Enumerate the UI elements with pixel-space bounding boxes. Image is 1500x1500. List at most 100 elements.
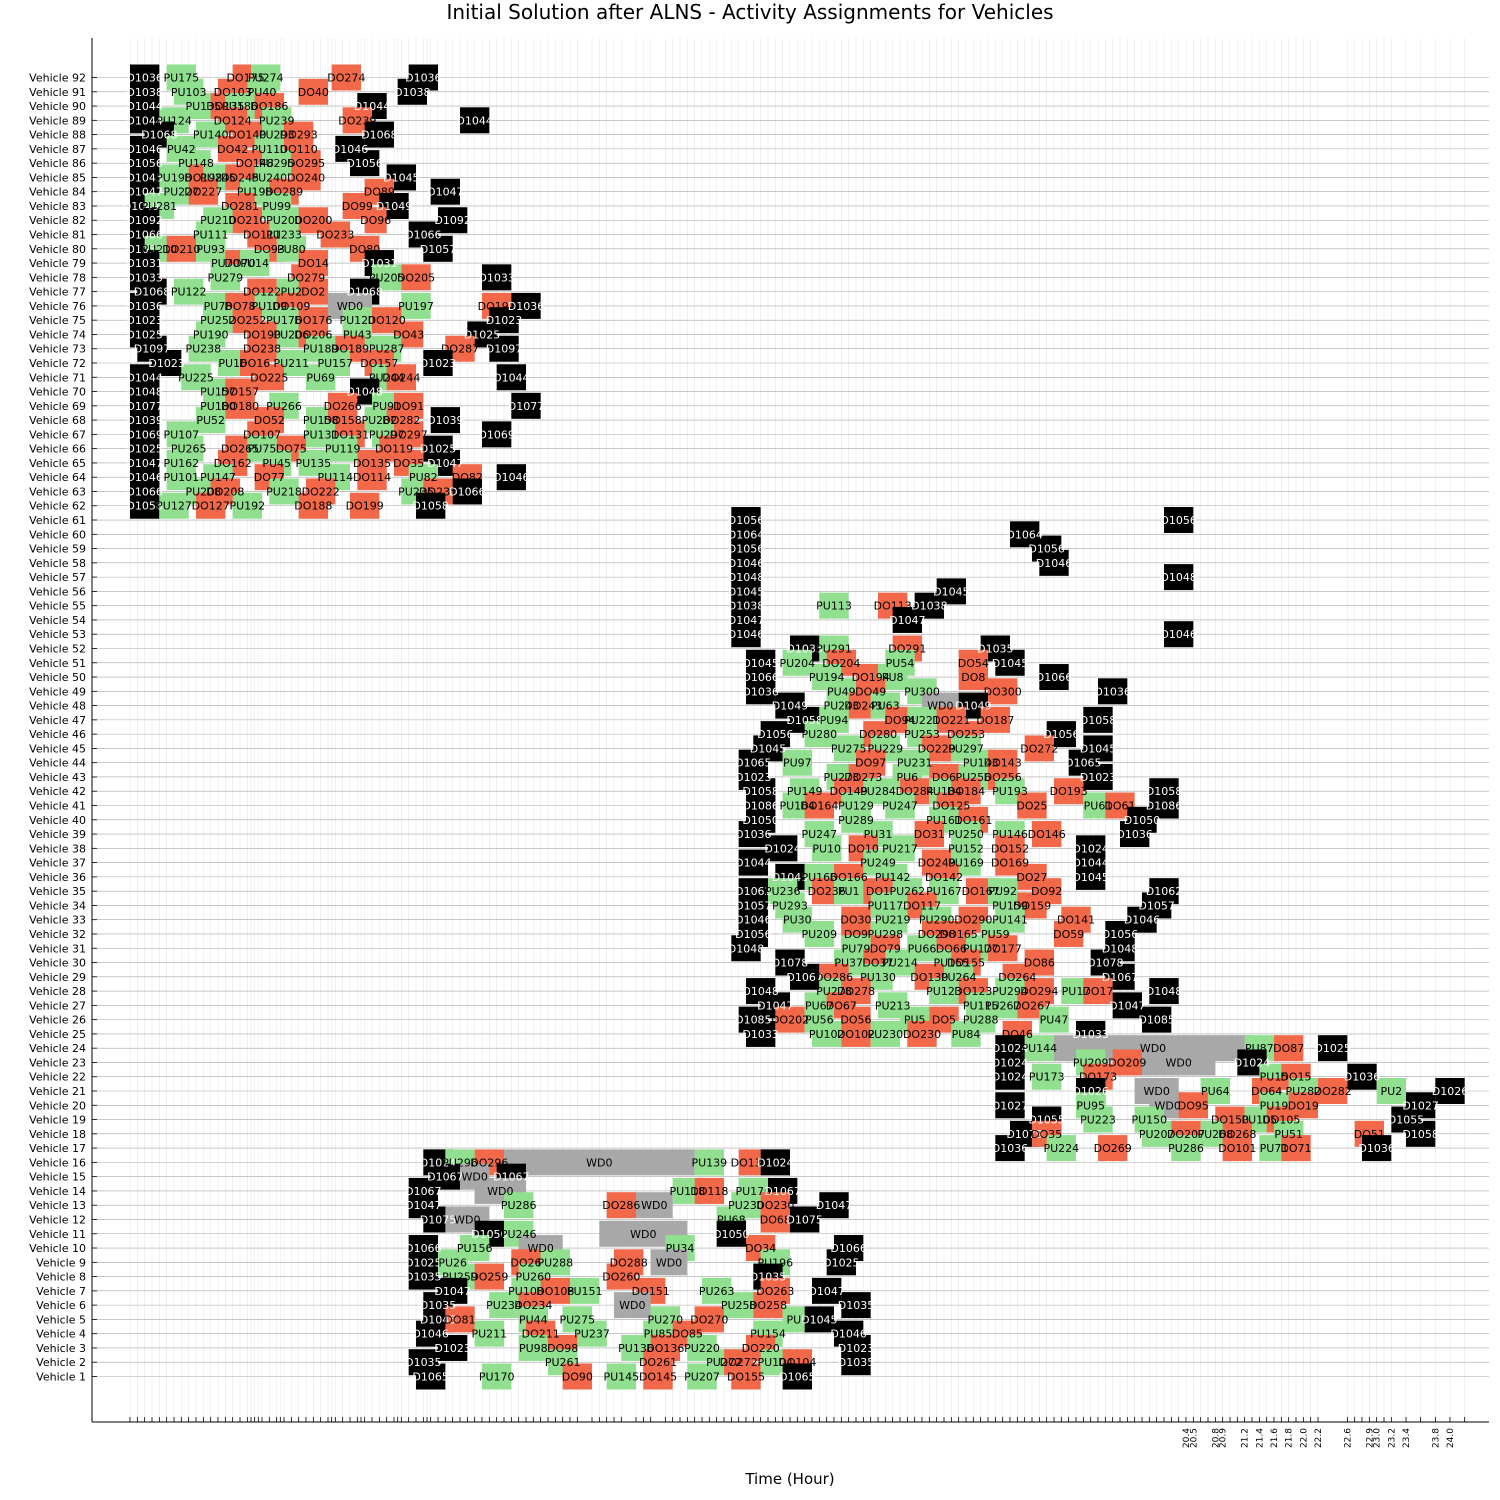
activity-label: D1058	[1080, 714, 1116, 727]
x-tick-label: 20.4	[1182, 1428, 1192, 1448]
activity-label: D1066	[405, 1242, 441, 1255]
activity-label: PU220	[684, 1342, 720, 1355]
activity-label: PU143	[963, 757, 999, 770]
activity-label: D1062	[735, 885, 771, 898]
activity-label: D1050	[1124, 814, 1160, 827]
y-tick-label: Vehicle 64	[29, 471, 86, 484]
activity-label: D1025	[126, 328, 162, 341]
activity-label: PU207	[1139, 1128, 1175, 1141]
activity-label: PU209	[801, 928, 837, 941]
y-tick-label: Vehicle 17	[29, 1142, 86, 1155]
activity-label: D1023	[148, 357, 184, 370]
activity-label: D1077	[126, 400, 162, 413]
activity-label: PU297	[369, 428, 405, 441]
activity-label: D1046	[728, 628, 764, 641]
y-tick-label: Vehicle 18	[29, 1128, 86, 1141]
activity-label: PU151	[567, 1285, 603, 1298]
activity-label: DO71	[1280, 1142, 1311, 1155]
activity-label: PU270	[647, 1313, 683, 1326]
activity-label: PU176	[266, 314, 302, 327]
activity-label: WD0	[630, 1228, 656, 1241]
activity-label: D1047	[405, 1199, 441, 1212]
activity-bar-depot	[350, 150, 380, 177]
activity-bar-depot	[760, 1149, 790, 1176]
activity-bar-dropoff	[753, 1292, 783, 1319]
y-tick-label: Vehicle 10	[29, 1242, 86, 1255]
activity-label: DO155	[947, 957, 985, 970]
activity-label: PU108	[508, 1285, 544, 1298]
activity-label: D1047	[434, 1285, 470, 1298]
activity-label: PU84	[952, 1028, 981, 1041]
x-tick-label: 24.0	[1446, 1428, 1456, 1448]
activity-label: PU186	[222, 100, 258, 113]
activity-bar-depot	[438, 207, 468, 234]
activity-label: PU107	[163, 428, 199, 441]
activity-label: WD0	[461, 1171, 487, 1184]
y-tick-label: Vehicle 28	[29, 985, 86, 998]
activity-bar-dropoff	[958, 664, 988, 691]
activity-label: DO162	[214, 457, 252, 470]
activity-label: D1065	[412, 1371, 448, 1384]
activity-label: DO31	[914, 828, 945, 841]
activity-bar-dropoff	[298, 78, 328, 105]
activity-label: PU47	[1040, 1014, 1069, 1027]
activity-label: D1046	[126, 471, 162, 484]
activity-label: DO56	[840, 1014, 871, 1027]
activity-label: PU6	[896, 771, 918, 784]
activity-bar-dropoff	[350, 492, 380, 519]
activity-bar-dropoff	[254, 364, 284, 391]
activity-label: DO258	[749, 1299, 787, 1312]
activity-bar-dropoff	[1281, 1135, 1311, 1162]
activity-label: PU40	[248, 86, 277, 99]
activity-label: PU71	[1260, 1142, 1289, 1155]
activity-label: D1024	[1234, 1056, 1270, 1069]
activity-bar-pickup	[504, 1192, 534, 1219]
activity-bar-depot	[731, 621, 761, 648]
activity-bar-pickup	[951, 1020, 981, 1047]
activity-label: DO70	[224, 257, 255, 270]
y-tick-label: Vehicle 77	[29, 286, 86, 299]
activity-label: D1047	[808, 1285, 844, 1298]
activity-label: D1026	[1072, 1085, 1108, 1098]
activity-label: PU278	[816, 985, 852, 998]
activity-label: PU49	[827, 685, 856, 698]
y-tick-label: Vehicle 81	[29, 229, 86, 242]
activity-label: DO282	[382, 414, 420, 427]
activity-bar-depot	[1039, 664, 1069, 691]
y-tick-label: Vehicle 27	[29, 999, 86, 1012]
activity-label: D1025	[1314, 1042, 1350, 1055]
activity-label: PU31	[864, 828, 893, 841]
activity-label: PU56	[805, 1014, 834, 1027]
activity-label: PU45	[262, 457, 291, 470]
activity-label: DO204	[822, 657, 860, 670]
y-tick-label: Vehicle 51	[29, 657, 86, 670]
activity-label: D1035	[838, 1356, 874, 1369]
activity-bar-dropoff	[643, 1363, 673, 1390]
activity-label: PU288	[537, 1256, 573, 1269]
activity-label: PU104	[757, 1356, 793, 1369]
activity-label: DO263	[756, 1285, 794, 1298]
activity-label: DO75	[276, 443, 307, 456]
activity-label: PU19	[1260, 1099, 1289, 1112]
activity-label: DO268	[1218, 1128, 1256, 1141]
activity-label: PU211	[471, 1328, 507, 1341]
activity-label: PU43	[343, 328, 372, 341]
activity-label: D1049	[376, 200, 412, 213]
activity-label: PU129	[838, 800, 874, 813]
activity-label: DO208	[206, 485, 244, 498]
activity-label: PU166	[801, 871, 837, 884]
activity-bar-pickup	[885, 792, 915, 819]
activity-label: DO187	[976, 714, 1014, 727]
activity-bar-depot	[746, 678, 776, 705]
activity-label: D1046	[412, 1328, 448, 1341]
activity-label: D1077	[508, 400, 544, 413]
activity-label: PU247	[801, 828, 837, 841]
activity-label: PU234	[486, 1299, 522, 1312]
activity-label: PU87	[1245, 1042, 1274, 1055]
y-tick-label: Vehicle 44	[29, 757, 86, 770]
activity-label: PU142	[875, 871, 911, 884]
activity-label: PU244	[369, 371, 405, 384]
activity-bar-dropoff	[386, 364, 416, 391]
activity-label: PU148	[178, 157, 214, 170]
